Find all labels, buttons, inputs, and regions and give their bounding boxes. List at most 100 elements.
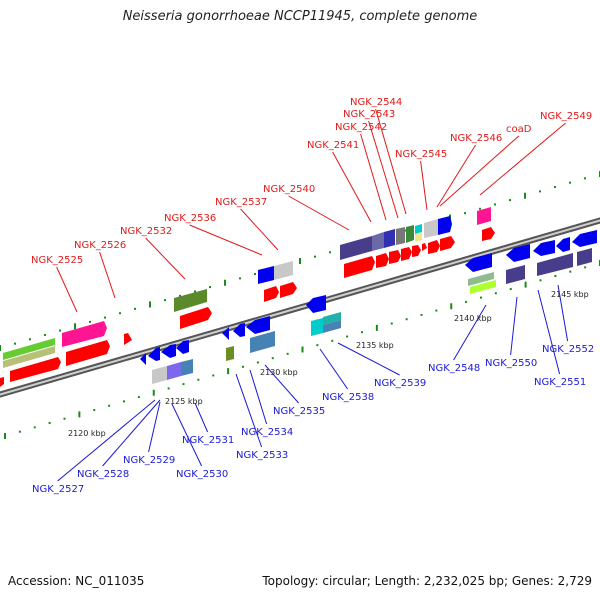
gene-arrow — [577, 248, 592, 266]
gene-label: NGK_2531 — [182, 435, 234, 446]
gene-arrow — [66, 340, 110, 366]
gene-arrow — [506, 244, 530, 262]
gene-arrow — [3, 338, 55, 360]
callout-line — [337, 342, 400, 376]
gene-arrow — [10, 357, 61, 382]
gene-arrow — [424, 219, 438, 238]
gene-arrow — [440, 236, 455, 251]
gene-arrow — [468, 272, 494, 286]
gene-label: NGK_2541 — [307, 140, 359, 151]
gene-arrow — [340, 236, 372, 260]
outer-tick-row — [0, 171, 600, 351]
gene-arrow — [280, 282, 297, 298]
gene-arrow — [477, 207, 491, 225]
gene-arrow — [406, 225, 414, 243]
genome-backbone — [0, 217, 600, 398]
gene-arrow — [482, 227, 495, 241]
callout-line — [171, 403, 203, 467]
gene-label: NGK_2532 — [120, 226, 172, 237]
gene-arrow — [152, 366, 167, 384]
gene-arrow — [376, 253, 389, 268]
gene-label: NGK_2527 — [32, 484, 84, 495]
scale-label: 2135 kbp — [356, 341, 394, 350]
gene-arrow — [264, 286, 279, 302]
gene-arrow — [533, 240, 555, 256]
gene-arrow — [124, 333, 132, 345]
scale-label: 2140 kbp — [454, 314, 492, 323]
gene-label: coaD — [506, 124, 532, 135]
gene-arrow — [422, 243, 427, 251]
callout-line — [375, 108, 407, 215]
callout-line — [510, 296, 518, 356]
gene-label: NGK_2536 — [164, 213, 216, 224]
gene-label: NGK_2525 — [31, 255, 83, 266]
gene-arrow — [62, 321, 107, 347]
map-title: Neisseria gonorrhoeae NCCP11945, complet… — [122, 9, 478, 24]
gene-arrow — [161, 344, 176, 358]
gene-arrow — [233, 323, 245, 337]
gene-arrow — [174, 289, 207, 312]
gene-arrow — [438, 216, 452, 235]
gene-label: NGK_2550 — [485, 358, 537, 369]
callout-line — [194, 402, 209, 433]
gene-label: NGK_2548 — [428, 363, 480, 374]
callout-line — [99, 251, 116, 299]
gene-arrow — [384, 229, 395, 248]
gene-label: NGK_2534 — [241, 427, 293, 438]
scale-label: 2130 kbp — [260, 368, 298, 377]
gene-label: NGK_2526 — [74, 240, 126, 251]
callout-line — [319, 348, 349, 390]
callout-line — [288, 195, 350, 231]
gene-arrow — [415, 232, 422, 242]
gene-label: NGK_2540 — [263, 184, 315, 195]
callout-line — [436, 144, 477, 208]
gene-arrow — [323, 312, 341, 325]
gene-arrow — [572, 230, 597, 247]
gene-label: NGK_2545 — [395, 149, 447, 160]
gene-labels-forward: NGK_2525 NGK_2526 NGK_2532 NGK_2536 NGK_2537… — [31, 97, 592, 313]
gene-label: NGK_2530 — [176, 469, 228, 480]
gene-arrow — [148, 347, 160, 361]
gene-label: NGK_2546 — [450, 133, 502, 144]
accession-label: Accession: NC_011035 — [8, 574, 145, 588]
gene-arrow — [323, 320, 341, 333]
gene-arrow — [428, 240, 440, 254]
gene-arrow — [401, 247, 412, 261]
gene-arrow — [311, 318, 323, 336]
callout-line — [57, 399, 156, 482]
callout-line — [557, 284, 569, 342]
callout-line — [439, 135, 520, 207]
gene-blocks-forward — [0, 207, 495, 387]
gene-label: NGK_2535 — [273, 406, 325, 417]
gene-arrow — [258, 266, 274, 284]
gene-arrow — [506, 265, 525, 284]
gene-arrow — [556, 237, 570, 252]
gene-arrow — [180, 307, 212, 329]
callout-line — [189, 224, 263, 256]
gene-label: NGK_2543 — [343, 109, 395, 120]
gene-label: NGK_2552 — [542, 344, 594, 355]
callout-line — [249, 369, 268, 425]
gene-label: NGK_2551 — [534, 377, 586, 388]
callout-line — [56, 266, 78, 313]
gene-arrow — [372, 232, 384, 251]
gene-label: NGK_2538 — [322, 392, 374, 403]
scale-label: 2125 kbp — [165, 397, 203, 406]
callout-line — [360, 133, 387, 221]
gene-arrow — [274, 261, 293, 280]
gene-arrow — [306, 295, 326, 313]
gene-arrow — [226, 346, 234, 361]
gene-arrow — [412, 245, 421, 257]
gene-arrow — [344, 256, 375, 278]
callout-line — [420, 160, 428, 211]
genome-summary: Topology: circular; Length: 2,232,025 bp… — [262, 574, 592, 588]
gene-arrow — [389, 250, 401, 264]
gene-label: NGK_2528 — [77, 469, 129, 480]
gene-label: NGK_2533 — [236, 450, 288, 461]
gene-label: NGK_2544 — [350, 97, 402, 108]
callout-line — [332, 151, 372, 223]
callout-line — [264, 364, 299, 404]
gene-label: NGK_2549 — [540, 111, 592, 122]
